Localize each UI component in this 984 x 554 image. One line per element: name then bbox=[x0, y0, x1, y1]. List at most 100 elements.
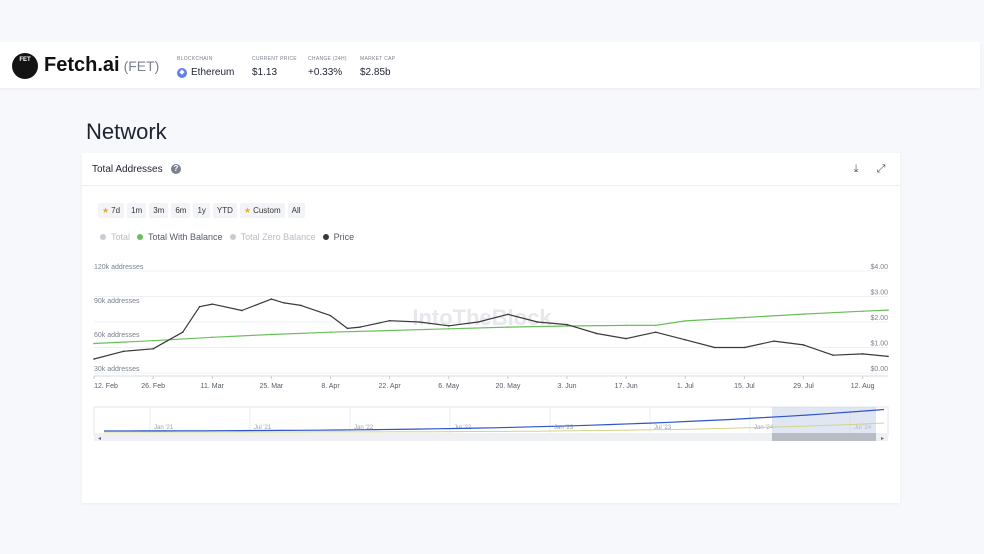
range-7d-button[interactable]: ★ 7d bbox=[98, 203, 125, 218]
x-tick-label: 22. Apr bbox=[379, 383, 402, 390]
data-point-price bbox=[861, 353, 864, 355]
y-left-tick-label: 60k addresses bbox=[94, 332, 140, 339]
data-point-total-with-balance bbox=[329, 331, 332, 333]
scrollbar-thumb[interactable] bbox=[772, 433, 876, 441]
series-lines bbox=[93, 298, 889, 360]
data-point-price bbox=[832, 354, 834, 356]
data-point-price bbox=[714, 346, 716, 349]
data-point-total-with-balance bbox=[625, 324, 627, 327]
x-tick-label: 6. May bbox=[438, 383, 460, 390]
range-custom-button[interactable]: ★ Custom bbox=[239, 203, 285, 218]
data-point-price bbox=[625, 337, 627, 340]
stat-value: $1.13 bbox=[252, 67, 278, 78]
download-icon[interactable]: ⤓ bbox=[853, 163, 859, 175]
chart-card: Total Addresses ? ⤓ ⤢ ★ 7d 1m 3m 6m 1y YT… bbox=[82, 153, 900, 503]
stat-market-cap: MARKET CAP $2.85b bbox=[360, 56, 395, 78]
range-selector: ★ 7d 1m 3m 6m 1y YTD ★ Custom All bbox=[98, 203, 305, 218]
y-right-tick-label: $2.00 bbox=[870, 315, 888, 322]
y-right-tick-label: $1.00 bbox=[870, 341, 888, 348]
token-name: Fetch.ai (FET) bbox=[44, 54, 159, 77]
data-point-price bbox=[211, 303, 214, 305]
question-circle-icon[interactable]: ? bbox=[171, 164, 181, 174]
stat-value: +0.33% bbox=[308, 67, 343, 78]
data-point-price bbox=[654, 331, 657, 333]
data-point-price bbox=[181, 331, 184, 333]
y-left-tick-label: 90k addresses bbox=[94, 298, 140, 305]
star-icon: ★ bbox=[243, 206, 252, 215]
y-left-tick-label: 30k addresses bbox=[94, 366, 140, 373]
navigator-label: Jul '23 bbox=[654, 425, 672, 431]
card-header: Total Addresses ? ⤓ ⤢ bbox=[82, 153, 900, 186]
x-tick-label: 8. Apr bbox=[321, 383, 340, 390]
y-left-tick-label: 120k addresses bbox=[94, 264, 144, 271]
range-3m-button[interactable]: 3m bbox=[149, 203, 169, 218]
data-point-total-with-balance bbox=[93, 342, 95, 345]
scrollbar-track[interactable] bbox=[94, 433, 888, 441]
range-ytd-button[interactable]: YTD bbox=[212, 203, 237, 218]
x-axis: 12. Feb 26. Feb 11. Mar 25. Mar 8. Apr 22. Ap… bbox=[93, 375, 888, 390]
y-right-tick-label: $3.00 bbox=[870, 290, 888, 297]
stat-label: BLOCKCHAIN bbox=[177, 56, 213, 62]
legend-item-price[interactable]: Price bbox=[322, 232, 355, 242]
stat-blockchain: BLOCKCHAIN ◆ Ethereum bbox=[177, 56, 234, 78]
x-tick-label: 12. Aug bbox=[851, 383, 875, 390]
range-6m-button[interactable]: 6m bbox=[171, 203, 191, 218]
data-point-price bbox=[743, 346, 746, 349]
data-point-price bbox=[198, 305, 201, 308]
data-point-total-with-balance bbox=[211, 336, 214, 339]
legend-item-total-with-balance[interactable]: Total With Balance bbox=[137, 232, 223, 242]
x-tick-label: 17. Jun bbox=[615, 383, 638, 390]
data-point-price bbox=[887, 355, 889, 358]
navigator-line bbox=[104, 408, 885, 432]
legend-label: Price bbox=[333, 232, 355, 242]
data-point-price bbox=[418, 321, 421, 323]
range-all-button[interactable]: All bbox=[287, 203, 305, 218]
x-tick-label: 3. Jun bbox=[557, 383, 576, 390]
stat-current-price: CURRENT PRICE $1.13 bbox=[252, 56, 297, 78]
data-point-price bbox=[93, 358, 95, 360]
expand-icon[interactable]: ⤢ bbox=[876, 163, 886, 175]
data-point-total-with-balance bbox=[566, 325, 568, 327]
x-tick-label: 20. May bbox=[495, 383, 520, 390]
data-point-total-with-balance bbox=[802, 313, 805, 315]
navigator-label: Jan '24 bbox=[754, 425, 774, 431]
token-ticker: (FET) bbox=[123, 58, 160, 74]
x-tick-label: 29. Jul bbox=[793, 383, 814, 390]
data-point-total-with-balance bbox=[152, 339, 154, 342]
data-point-price bbox=[300, 304, 302, 307]
data-point-price bbox=[566, 323, 568, 326]
y-axis-right: $4.00 $3.00 $2.00 $1.00 $0.00 bbox=[870, 264, 888, 373]
x-tick-label: 25. Mar bbox=[260, 383, 284, 390]
data-point-price bbox=[802, 344, 805, 346]
data-point-price bbox=[359, 326, 361, 328]
watermark: IntoTheBlock bbox=[412, 305, 552, 330]
data-point-price bbox=[346, 327, 349, 330]
data-point-price bbox=[447, 325, 450, 327]
x-tick-label: 15. Jul bbox=[734, 383, 755, 390]
legend-dot bbox=[229, 234, 236, 240]
y-right-tick-label: $0.00 bbox=[870, 366, 888, 373]
scroll-left-icon[interactable]: ◂ bbox=[98, 436, 101, 442]
data-point-price bbox=[773, 340, 775, 342]
data-point-price bbox=[536, 321, 539, 323]
navigator[interactable]: Jan '21 Jul '21 Jan '22 Jul '22 Jan '23 Jul '… bbox=[82, 405, 900, 445]
legend-dot bbox=[322, 234, 329, 240]
range-1y-button[interactable]: 1y bbox=[193, 203, 210, 218]
data-point-price bbox=[329, 314, 332, 317]
data-point-total-with-balance bbox=[861, 310, 864, 313]
legend-label: Total bbox=[111, 232, 131, 242]
data-point-price bbox=[388, 319, 391, 322]
data-point-price bbox=[270, 298, 273, 300]
data-point-price bbox=[241, 309, 243, 312]
stat-value: $2.85b bbox=[360, 67, 391, 78]
section-title: Network bbox=[86, 119, 167, 144]
data-point-total-with-balance bbox=[887, 309, 889, 311]
data-point-price bbox=[152, 347, 154, 350]
legend-item-total[interactable]: Total bbox=[100, 232, 130, 242]
scroll-right-icon[interactable]: ▸ bbox=[881, 436, 884, 442]
data-point-total-with-balance bbox=[654, 324, 657, 327]
range-1m-button[interactable]: 1m bbox=[127, 203, 147, 218]
stat-value: Ethereum bbox=[191, 67, 235, 78]
legend-item-total-zero-balance[interactable]: Total Zero Balance bbox=[229, 232, 316, 242]
navigator-label: Jan '21 bbox=[154, 425, 174, 431]
